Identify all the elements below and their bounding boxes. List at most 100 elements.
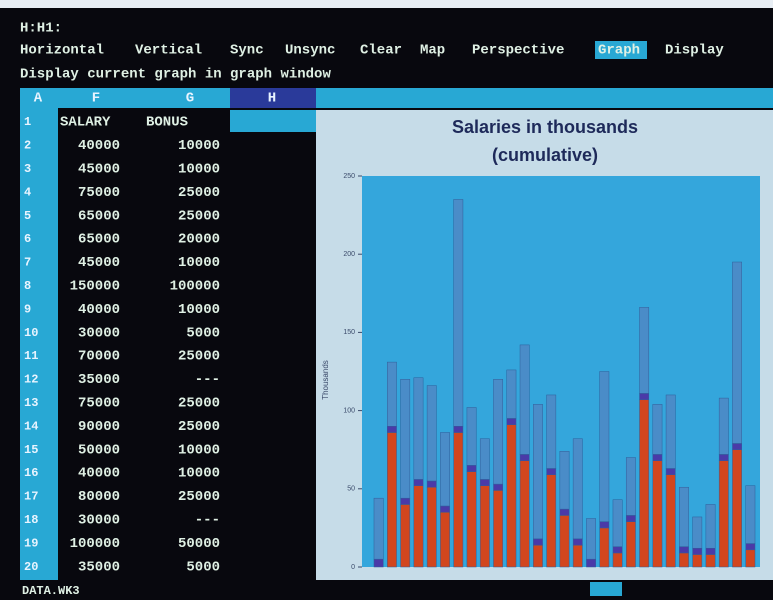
cell[interactable]: 25000	[178, 208, 220, 224]
cell[interactable]: 10000	[178, 466, 220, 482]
menu-item[interactable]: Vertical	[135, 43, 202, 59]
row-number: 9	[24, 302, 31, 316]
cell[interactable]: 10000	[178, 138, 220, 154]
row-number: 8	[24, 279, 31, 293]
cell[interactable]: 5000	[186, 559, 220, 575]
bar-segment	[640, 400, 649, 567]
row-number: 16	[24, 466, 38, 480]
bar-segment	[626, 522, 635, 567]
bar-segment	[560, 451, 569, 509]
y-tick-label: 200	[343, 251, 355, 258]
row-number: 7	[24, 256, 31, 270]
y-tick-label: 50	[347, 486, 355, 493]
cell[interactable]: 70000	[78, 349, 120, 365]
cell[interactable]: 90000	[78, 419, 120, 435]
bar-segment	[507, 418, 516, 424]
menu-item[interactable]: Graph	[598, 43, 640, 59]
cell[interactable]: 40000	[78, 138, 120, 154]
cell[interactable]: 50000	[78, 442, 120, 458]
bar-segment	[560, 515, 569, 567]
bar-segment	[374, 498, 383, 559]
column-header: F	[92, 91, 100, 107]
row-number: 11	[24, 349, 38, 363]
cell[interactable]: 10000	[178, 162, 220, 178]
bar-segment	[706, 504, 715, 548]
cell[interactable]: 10000	[178, 255, 220, 271]
cell[interactable]: ---	[195, 513, 220, 529]
cell[interactable]: 100000	[170, 279, 220, 295]
menu-item[interactable]: Perspective	[472, 43, 564, 59]
bar-segment	[693, 548, 702, 554]
bar-segment	[573, 439, 582, 539]
cell[interactable]: 25000	[178, 396, 220, 412]
row-number: 18	[24, 513, 38, 527]
bar-segment	[427, 481, 436, 487]
cell[interactable]: 30000	[78, 513, 120, 529]
menu-item[interactable]: Horizontal	[20, 43, 104, 59]
cell[interactable]: BONUS	[146, 115, 188, 131]
status-indicator	[590, 582, 622, 596]
bar-segment	[520, 345, 529, 454]
row-number: 12	[24, 373, 38, 387]
cell[interactable]: 40000	[78, 302, 120, 318]
cell[interactable]: 10000	[178, 442, 220, 458]
cell[interactable]: ---	[195, 372, 220, 388]
cell[interactable]: 10000	[178, 302, 220, 318]
bar-segment	[401, 504, 410, 567]
y-axis-label: Thousands	[321, 360, 330, 400]
bar-segment	[560, 509, 569, 515]
cell[interactable]: 75000	[78, 185, 120, 201]
cell[interactable]: 45000	[78, 255, 120, 271]
cell[interactable]: 150000	[70, 279, 120, 295]
bar-segment	[693, 517, 702, 548]
cell[interactable]: 35000	[78, 372, 120, 388]
bar-segment	[507, 425, 516, 567]
bar-segment	[480, 479, 489, 485]
column-header: G	[186, 91, 194, 107]
row-number: 13	[24, 396, 38, 410]
menu-item[interactable]: Clear	[360, 43, 402, 59]
cell[interactable]: 40000	[78, 466, 120, 482]
cell[interactable]: 80000	[78, 489, 120, 505]
bar-segment	[414, 486, 423, 567]
cell[interactable]: 35000	[78, 559, 120, 575]
cell[interactable]: 5000	[186, 325, 220, 341]
status-line: H:H1:	[20, 21, 62, 37]
cell[interactable]: 25000	[178, 185, 220, 201]
cell[interactable]: 30000	[78, 325, 120, 341]
bar-segment	[746, 550, 755, 567]
menu-item[interactable]: Display	[665, 43, 724, 59]
cell[interactable]: 75000	[78, 396, 120, 412]
cell[interactable]: 25000	[178, 419, 220, 435]
bar-segment	[520, 454, 529, 460]
menu-item[interactable]: Sync	[230, 43, 264, 59]
file-name: DATA.WK3	[22, 584, 80, 598]
cell-pointer[interactable]	[230, 110, 316, 132]
cell[interactable]: 20000	[178, 232, 220, 248]
y-tick-label: 150	[343, 329, 355, 336]
y-tick-label: 250	[343, 173, 355, 180]
bar-segment	[666, 395, 675, 469]
cell[interactable]: 100000	[70, 536, 120, 552]
cell[interactable]: 25000	[178, 489, 220, 505]
bar-segment	[401, 498, 410, 504]
bar-segment	[706, 554, 715, 567]
bar-segment	[653, 404, 662, 454]
cell[interactable]: 65000	[78, 232, 120, 248]
bar-segment	[467, 472, 476, 567]
bar-segment	[586, 559, 595, 567]
menu-item[interactable]: Unsync	[285, 43, 335, 59]
bar-segment	[414, 378, 423, 480]
menu-item[interactable]: Map	[420, 43, 445, 59]
cell[interactable]: 45000	[78, 162, 120, 178]
cell[interactable]: SALARY	[60, 115, 111, 131]
bar-segment	[693, 554, 702, 567]
cell[interactable]: 50000	[178, 536, 220, 552]
cell[interactable]: 25000	[178, 349, 220, 365]
bar-segment	[573, 539, 582, 545]
cell[interactable]: 65000	[78, 208, 120, 224]
screen: H:H1: Display current graph in graph win…	[0, 0, 773, 600]
column-header-bar	[58, 88, 230, 108]
column-header: A	[34, 91, 43, 107]
bar-segment	[533, 404, 542, 539]
